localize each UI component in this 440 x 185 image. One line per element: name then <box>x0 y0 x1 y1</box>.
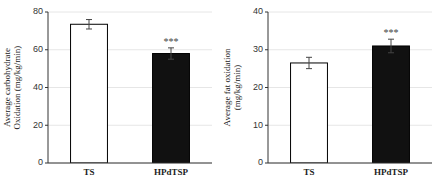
error-cap <box>86 28 92 29</box>
figure: 0 20 40 60 80 TS HPdTSP *** Average carbohydrate… <box>0 0 440 185</box>
y-axis-label: Average carbohydrateOxidation (mg/kg/min… <box>2 46 22 130</box>
y-tick-label: 20 <box>253 82 263 92</box>
error-cap <box>388 39 394 40</box>
bar <box>153 54 190 163</box>
x-axis <box>268 163 432 164</box>
x-axis <box>48 163 212 164</box>
error-cap <box>168 47 174 48</box>
error-line <box>391 39 392 53</box>
grid-line <box>48 12 212 13</box>
y-axis-label-line: Average carbohydrate <box>2 48 12 127</box>
significance-label: *** <box>384 27 399 38</box>
x-tick-label: HPdTSP <box>154 167 189 177</box>
y-tick-label: 0 <box>38 157 43 167</box>
y-tick-label: 80 <box>33 6 43 16</box>
bar <box>291 63 328 163</box>
error-cap <box>306 57 312 58</box>
y-axis-label: Average fat oxidation(mg/kg/min) <box>222 48 242 126</box>
grid-line <box>48 163 212 164</box>
panel: 0 10 20 30 40 TS HPdTSP *** Average fat oxidatio… <box>222 6 432 177</box>
bar <box>71 24 108 163</box>
x-tick-label: TS <box>303 167 314 177</box>
error-line <box>309 57 310 68</box>
grid-line <box>268 12 432 13</box>
error-cap <box>306 68 312 69</box>
x-tick-label: TS <box>83 167 94 177</box>
error-bar <box>306 57 312 68</box>
error-bar <box>388 39 394 53</box>
y-tick-label: 40 <box>33 82 43 92</box>
marks <box>291 39 410 163</box>
error-line <box>89 20 90 29</box>
error-cap <box>86 19 92 20</box>
y-axis-label-line: Oxidation (mg/kg/min) <box>12 46 22 130</box>
y-tick-label: 10 <box>253 120 263 130</box>
error-cap <box>388 52 394 53</box>
marks <box>71 20 190 163</box>
y-tick-label: 0 <box>258 157 263 167</box>
y-axis-label-line: Average fat oxidation <box>222 48 232 126</box>
grid-line <box>268 163 432 164</box>
bar <box>373 46 410 163</box>
significance-label: *** <box>164 36 179 47</box>
error-line <box>171 48 172 59</box>
y-tick-label: 30 <box>253 44 263 54</box>
y-axis-label-line: (mg/kg/min) <box>232 65 242 111</box>
y-tick-label: 60 <box>33 44 43 54</box>
error-bar <box>86 20 92 29</box>
y-tick-label: 20 <box>33 120 43 130</box>
panel: 0 20 40 60 80 TS HPdTSP *** Average carbohydrate… <box>2 6 212 177</box>
y-tick-label: 40 <box>253 6 263 16</box>
x-tick-label: HPdTSP <box>374 167 409 177</box>
error-cap <box>168 59 174 60</box>
y-axis <box>48 12 49 163</box>
error-bar <box>168 48 174 59</box>
y-axis <box>268 12 269 163</box>
